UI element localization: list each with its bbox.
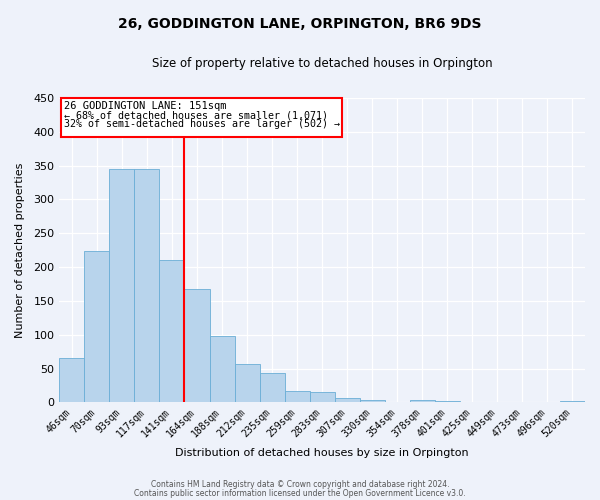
Bar bbox=[160, 260, 184, 402]
Title: Size of property relative to detached houses in Orpington: Size of property relative to detached ho… bbox=[152, 58, 493, 70]
Bar bbox=[235, 364, 260, 403]
Bar bbox=[284, 392, 310, 402]
Bar bbox=[134, 169, 160, 402]
Bar bbox=[410, 400, 435, 402]
Bar bbox=[560, 401, 585, 402]
Text: ← 68% of detached houses are smaller (1,071): ← 68% of detached houses are smaller (1,… bbox=[64, 110, 328, 120]
Text: 26, GODDINGTON LANE, ORPINGTON, BR6 9DS: 26, GODDINGTON LANE, ORPINGTON, BR6 9DS bbox=[118, 18, 482, 32]
Bar bbox=[260, 373, 284, 402]
Text: 32% of semi-detached houses are larger (502) →: 32% of semi-detached houses are larger (… bbox=[64, 119, 340, 129]
Bar bbox=[61, 98, 342, 136]
Bar bbox=[85, 251, 109, 402]
Bar bbox=[59, 358, 85, 403]
Text: Contains HM Land Registry data © Crown copyright and database right 2024.: Contains HM Land Registry data © Crown c… bbox=[151, 480, 449, 489]
Bar bbox=[184, 288, 209, 403]
Bar bbox=[209, 336, 235, 402]
Bar bbox=[360, 400, 385, 402]
Bar bbox=[335, 398, 360, 402]
Bar bbox=[310, 392, 335, 402]
Text: Contains public sector information licensed under the Open Government Licence v3: Contains public sector information licen… bbox=[134, 488, 466, 498]
X-axis label: Distribution of detached houses by size in Orpington: Distribution of detached houses by size … bbox=[175, 448, 469, 458]
Bar bbox=[435, 401, 460, 402]
Bar bbox=[109, 169, 134, 402]
Y-axis label: Number of detached properties: Number of detached properties bbox=[15, 162, 25, 338]
Text: 26 GODDINGTON LANE: 151sqm: 26 GODDINGTON LANE: 151sqm bbox=[64, 101, 227, 111]
